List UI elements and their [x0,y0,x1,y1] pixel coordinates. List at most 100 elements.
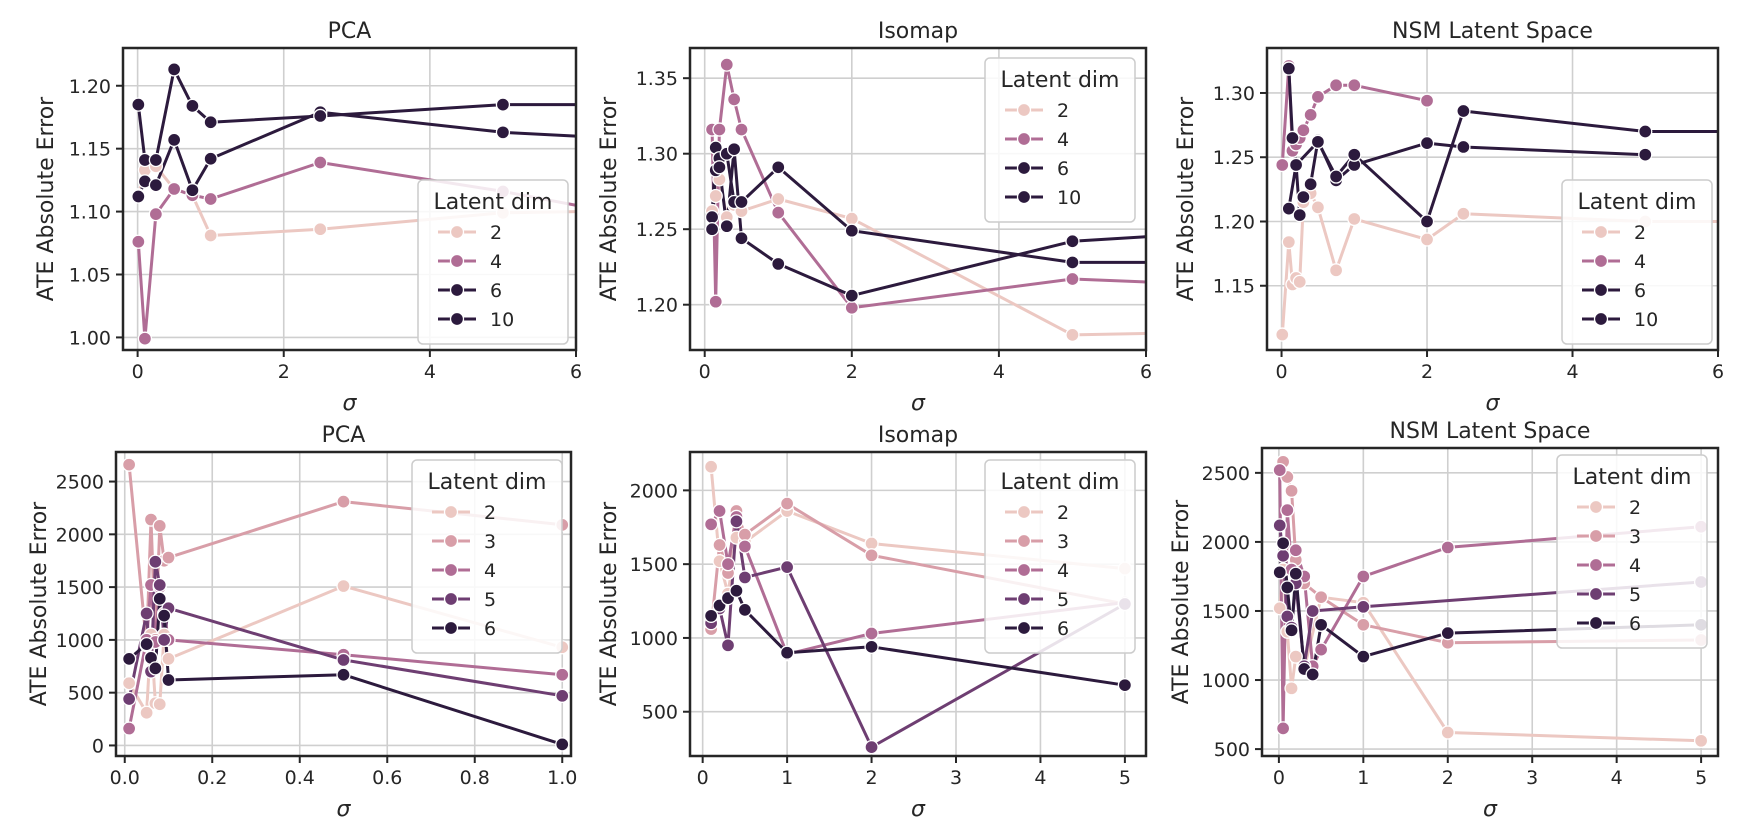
x-tick-label: 2 [866,767,878,789]
x-axis-label: σ [343,391,358,416]
legend-label-4: 4 [1057,129,1069,151]
legend-marker-3 [1016,533,1032,549]
data-point-5 [336,652,351,668]
x-axis-label: σ [911,797,926,822]
y-tick-label: 1.30 [1213,83,1255,105]
data-point-4 [555,667,570,682]
data-point-5 [121,691,137,707]
data-point-6 [156,608,172,623]
legend-label-4: 4 [484,560,496,582]
legend-label-5: 5 [1629,584,1641,606]
data-point-3 [152,518,167,534]
legend-marker-10 [449,311,465,327]
data-point-10 [203,115,218,130]
data-point-10 [1347,147,1362,162]
data-point-3 [1284,483,1299,498]
data-point-4 [1303,107,1318,122]
legend-title: Latent dim [1573,465,1692,490]
data-point-3 [336,494,351,509]
legend-title: Latent dim [1001,68,1120,93]
legend-marker-10 [1016,189,1032,205]
data-point-3 [737,527,753,542]
x-tick-label: 0 [1273,767,1285,789]
data-point-4 [864,626,879,641]
series-group [1275,58,1718,342]
legend: Latent dim 2 4 6 10 [1561,179,1713,345]
data-point-10 [771,256,786,272]
data-point-6 [1313,617,1329,632]
x-tick-label: 3 [950,767,962,789]
data-point-3 [1356,617,1371,632]
data-point-4 [1272,462,1287,478]
data-point-10 [313,108,328,124]
data-point-2 [1284,681,1299,696]
legend-marker-2 [1588,499,1604,515]
data-point-6 [1440,625,1455,641]
data-point-6 [1281,201,1296,216]
data-point-4 [1275,157,1290,173]
axes-frame [121,46,578,352]
data-point-6 [495,125,511,140]
x-tick-label: 0 [1276,361,1288,383]
data-point-2 [139,705,154,720]
data-point-4 [719,57,734,72]
x-tick-label: 1 [781,767,793,789]
legend-label-4: 4 [1629,555,1641,577]
data-point-10 [844,288,859,303]
y-tick-label: 1.30 [636,144,678,166]
chart-panel-4: 0.0 0.2 0.4 0.6 0.8 1.0 0 500 1000 1500 2000 2500 PC… [27,423,577,822]
y-tick-label: 1.15 [1213,276,1255,298]
x-tick-label: 4 [1611,767,1623,789]
data-point-6 [161,672,176,688]
data-point-3 [121,457,137,472]
x-tick-label: 3 [1526,767,1538,789]
data-point-10 [1288,157,1304,173]
data-point-2 [864,536,879,551]
x-tick-label: 0 [699,361,711,383]
legend-marker-5 [1016,591,1032,607]
data-point-5 [152,577,167,593]
data-point-4 [1313,642,1329,657]
series-group [704,57,1146,343]
x-tick-label: 1.0 [547,767,577,789]
data-point-2 [313,222,328,237]
legend-label-6: 6 [1057,158,1069,180]
legend-label-2: 2 [490,222,502,244]
data-point-6 [185,183,200,198]
legend-marker-4 [449,253,465,269]
data-point-4 [734,122,749,137]
data-point-10 [726,142,742,157]
data-point-5 [1275,548,1291,563]
legend-label-6: 6 [484,618,496,640]
data-point-4 [1419,93,1435,108]
data-point-2 [844,211,859,226]
y-tick-label: 1000 [1202,670,1250,692]
data-point-10 [166,62,182,77]
axes-frame [1260,446,1720,758]
y-tick-label: 2500 [56,472,104,494]
data-point-6 [1292,207,1307,223]
chart-title: PCA [322,423,366,448]
data-point-10 [712,160,727,175]
data-point-4 [720,557,736,572]
y-tick-label: 1.20 [1213,211,1255,233]
chart-title: PCA [328,19,372,44]
data-point-6 [1065,255,1080,270]
y-tick-label: 2000 [1202,532,1250,554]
data-point-4 [121,721,137,736]
y-axis-label: ATE Absolute Error [597,96,622,301]
data-point-6 [336,667,351,682]
data-point-6 [148,178,164,193]
data-point-6 [148,661,163,676]
data-point-4 [148,206,164,222]
legend-label-2: 2 [1057,100,1069,122]
data-point-10 [1419,214,1435,229]
x-tick-label: 2 [1442,767,1454,789]
data-point-6 [734,194,749,210]
legend-label-4: 4 [490,251,502,273]
legend-label-3: 3 [1057,531,1069,553]
data-point-2 [703,459,719,474]
legend-marker-6 [1016,620,1032,636]
y-tick-label: 1000 [56,630,104,652]
data-point-10 [1638,124,1653,139]
